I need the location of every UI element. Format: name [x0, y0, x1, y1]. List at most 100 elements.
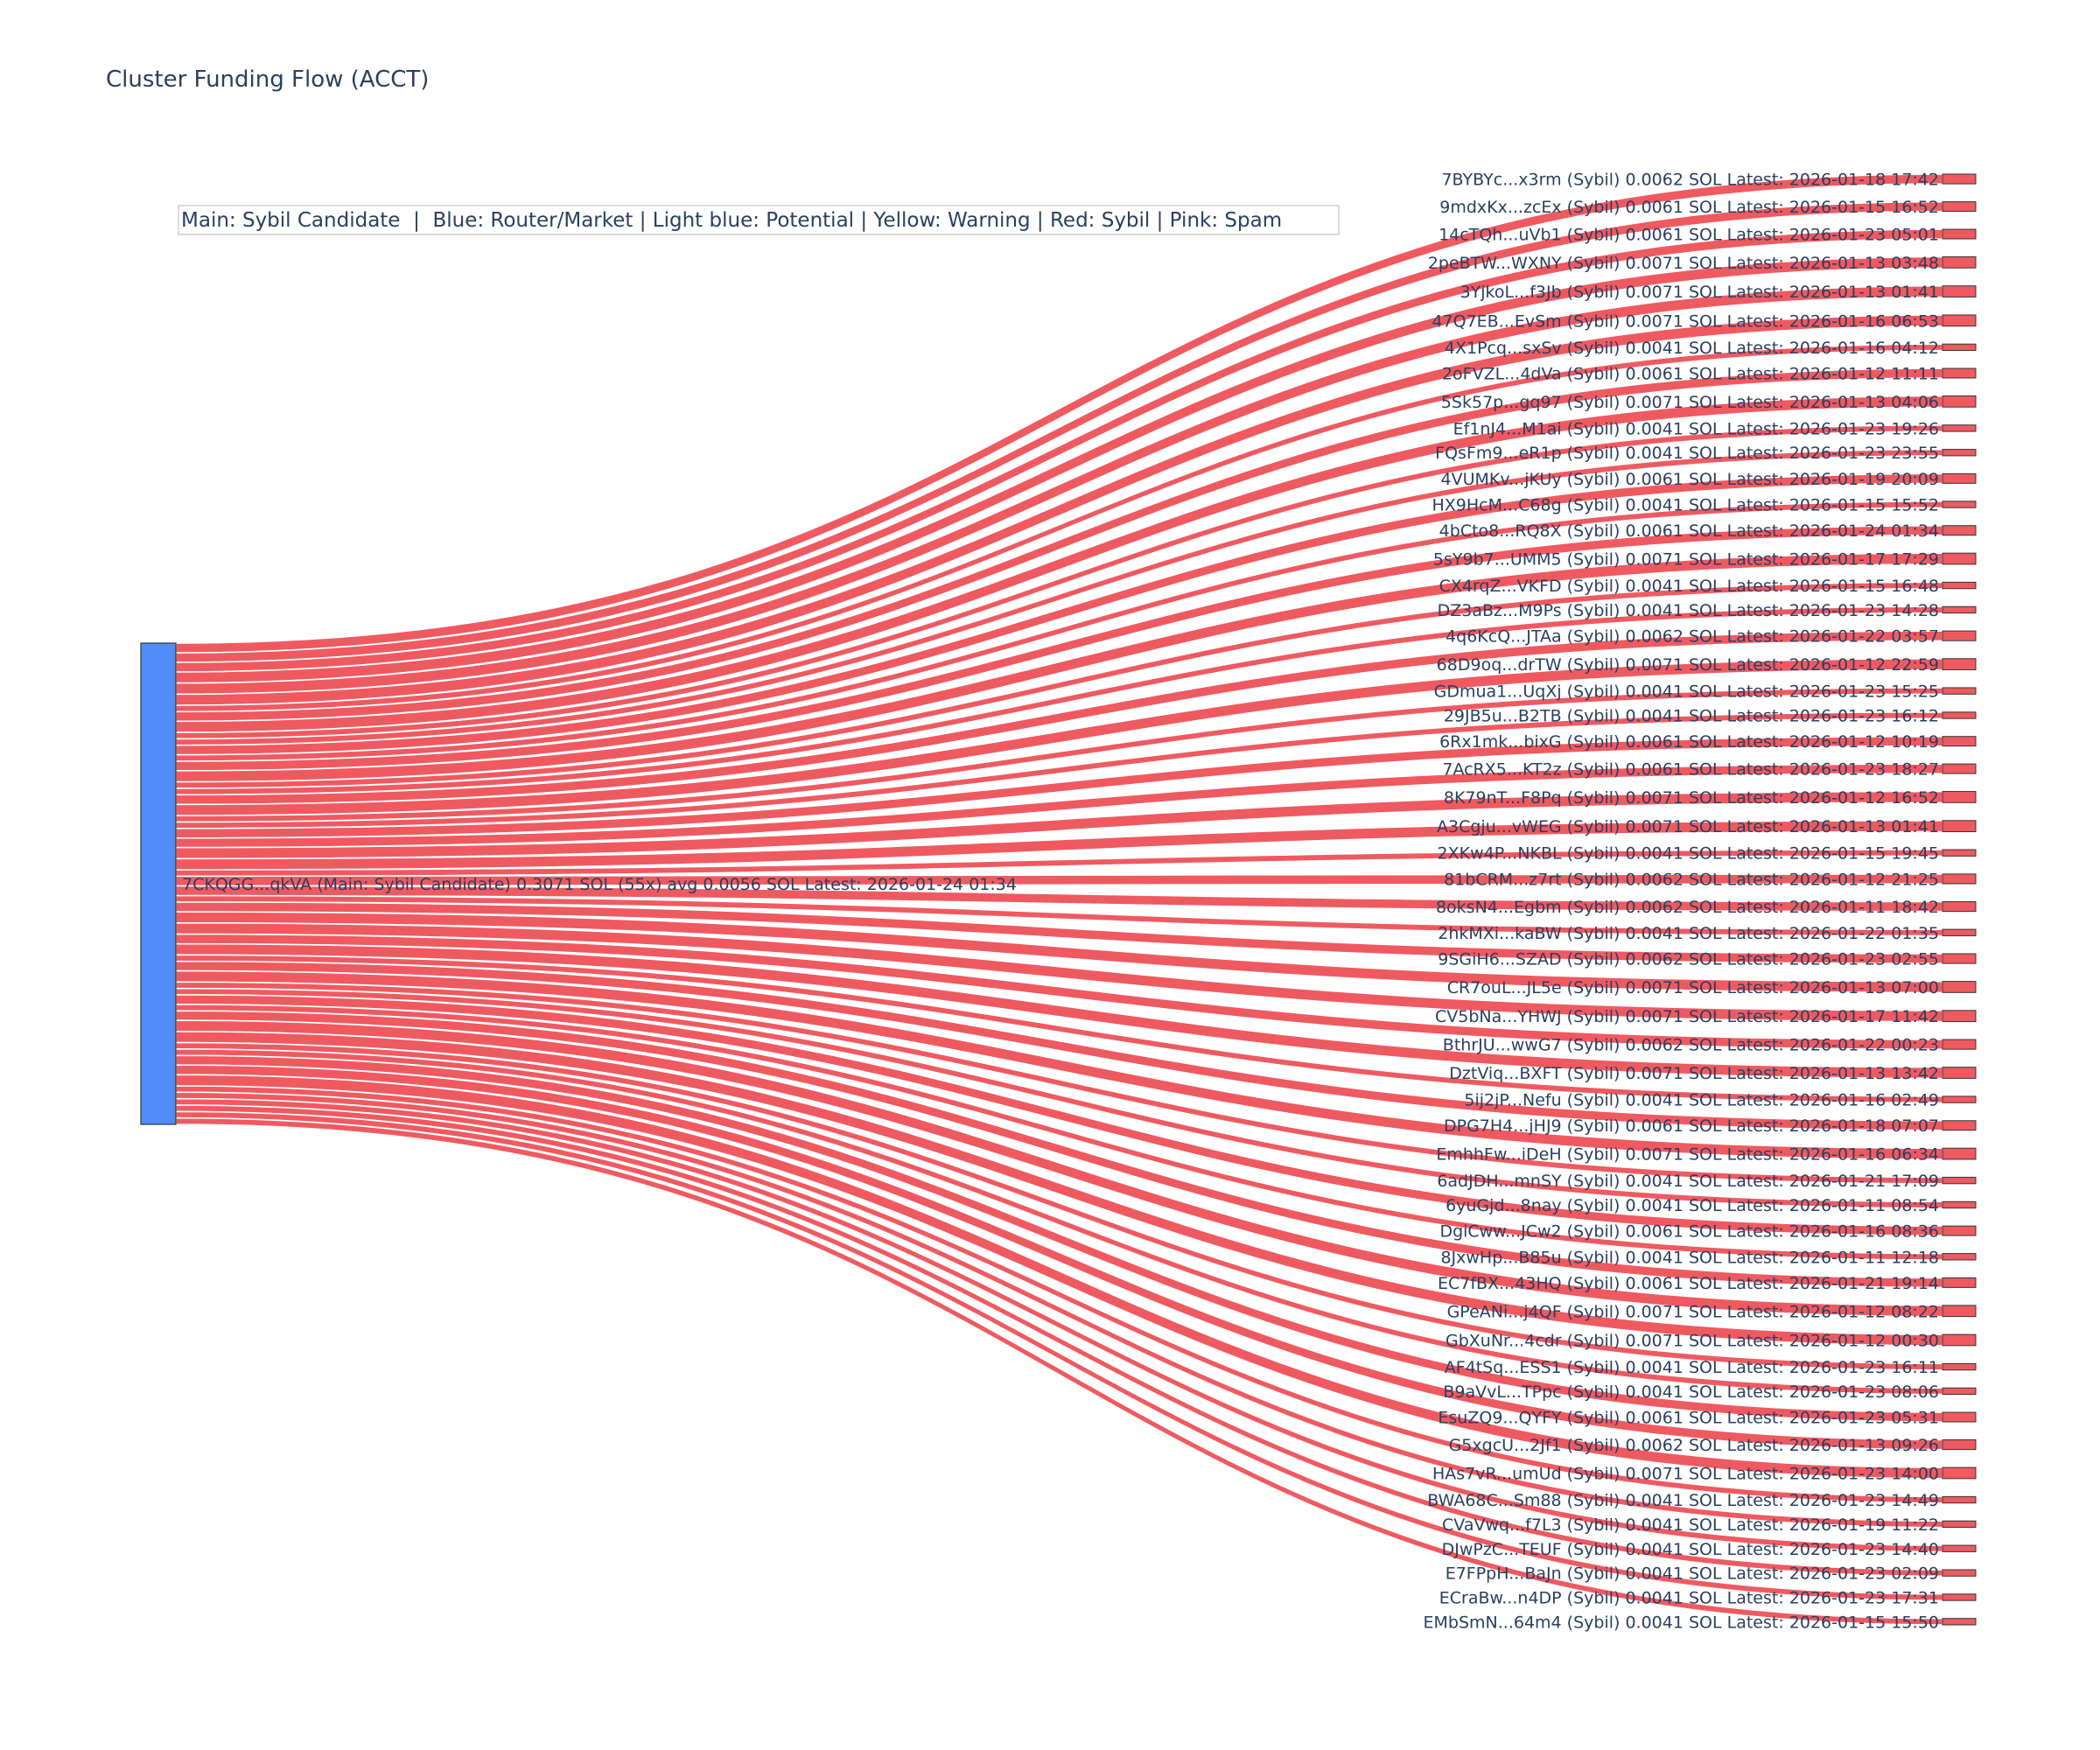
target-node[interactable] — [1942, 820, 1977, 833]
target-node-label: 4bCto8...RQ8X (Sybil) 0.0061 SOL Latest:… — [1439, 522, 1939, 541]
target-node[interactable] — [1942, 368, 1977, 379]
target-node[interactable] — [1942, 1305, 1977, 1318]
target-node[interactable] — [1942, 1593, 1977, 1601]
target-node[interactable] — [1942, 606, 1977, 614]
target-node[interactable] — [1942, 1147, 1977, 1160]
target-node-label: E7FPpH...BaJn (Sybil) 0.0041 SOL Latest:… — [1446, 1564, 1939, 1584]
target-node[interactable] — [1942, 711, 1977, 719]
target-node[interactable] — [1942, 552, 1977, 565]
target-node-label: DJwPzC...TEUF (Sybil) 0.0041 SOL Latest:… — [1442, 1540, 1939, 1559]
target-node[interactable] — [1942, 1387, 1977, 1396]
flow-labels: 7BYBYc...x3rm (Sybil) 0.0062 SOL Latest:… — [182, 171, 1939, 1633]
target-node-label: HAs7vR...umUd (Sybil) 0.0071 SOL Latest:… — [1432, 1464, 1939, 1483]
target-node[interactable] — [1942, 1439, 1977, 1451]
target-node[interactable] — [1942, 1362, 1977, 1371]
target-node[interactable] — [1942, 1096, 1977, 1103]
target-node[interactable] — [1942, 1495, 1977, 1504]
target-node[interactable] — [1942, 658, 1977, 670]
target-node-label: 4q6KcQ...JTAa (Sybil) 0.0062 SOL Latest:… — [1446, 627, 1939, 647]
target-node-label: 5sY9b7...UMM5 (Sybil) 0.0071 SOL Latest:… — [1433, 550, 1939, 570]
target-node-label: EmhhFw...iDeH (Sybil) 0.0071 SOL Latest:… — [1436, 1145, 1939, 1165]
target-node-label: HX9HcM...C68g (Sybil) 0.0041 SOL Latest:… — [1432, 496, 1940, 515]
target-node[interactable] — [1942, 1569, 1977, 1577]
target-node[interactable] — [1942, 1520, 1977, 1529]
target-node[interactable] — [1942, 1253, 1977, 1261]
flow-links — [175, 173, 1943, 1626]
target-node[interactable] — [1942, 901, 1977, 913]
target-node-label: EsuZQ9...QYFY (Sybil) 0.0061 SOL Latest:… — [1438, 1409, 1939, 1428]
target-node[interactable] — [1942, 981, 1977, 993]
target-node[interactable] — [1942, 1225, 1977, 1236]
target-node-label: 4X1Pcq...sxSv (Sybil) 0.0041 SOL Latest:… — [1445, 339, 1939, 358]
target-node-label: CX4rqZ...VKFD (Sybil) 0.0041 SOL Latest:… — [1439, 577, 1939, 596]
target-node[interactable] — [1942, 395, 1977, 408]
target-node-label: DztViq...BXFT (Sybil) 0.0071 SOL Latest:… — [1449, 1064, 1939, 1083]
source-node[interactable] — [140, 642, 177, 1125]
target-node[interactable] — [1942, 687, 1977, 695]
target-node-label: Ef1nJ4...M1ai (Sybil) 0.0041 SOL Latest:… — [1453, 419, 1939, 438]
target-node[interactable] — [1942, 630, 1977, 641]
target-node-label: 29JB5u...B2TB (Sybil) 0.0041 SOL Latest:… — [1444, 707, 1939, 726]
target-node[interactable] — [1942, 285, 1977, 298]
legend-note-text: Main: Sybil Candidate | Blue: Router/Mar… — [181, 209, 1282, 232]
target-node[interactable] — [1942, 1544, 1977, 1552]
target-node-label: G5xgcU...2Jf1 (Sybil) 0.0062 SOL Latest:… — [1449, 1436, 1939, 1455]
target-node-label: 14cTQh...uVb1 (Sybil) 0.0061 SOL Latest:… — [1438, 226, 1939, 245]
target-node-label: EC7fBX...43HQ (Sybil) 0.0061 SOL Latest:… — [1438, 1274, 1939, 1293]
target-node[interactable] — [1942, 1277, 1977, 1288]
target-node[interactable] — [1942, 343, 1977, 352]
target-node-label: DPG7H4...jHJ9 (Sybil) 0.0061 SOL Latest:… — [1444, 1116, 1939, 1136]
target-node[interactable] — [1942, 1411, 1977, 1423]
target-node[interactable] — [1942, 1200, 1977, 1209]
target-node-label: 2peBTW...WXNY (Sybil) 0.0071 SOL Latest:… — [1428, 254, 1939, 273]
legend-note-box — [178, 205, 1340, 235]
target-node[interactable] — [1942, 763, 1977, 774]
target-node-label: 7AcRX5...KT2z (Sybil) 0.0061 SOL Latest:… — [1442, 760, 1939, 780]
target-node-label: A3Cgju...vWEG (Sybil) 0.0071 SOL Latest:… — [1437, 817, 1939, 836]
target-node-label: CR7ouL...JL5e (Sybil) 0.0071 SOL Latest:… — [1447, 978, 1939, 998]
target-node[interactable] — [1942, 424, 1977, 432]
target-node-label: 8oksN4...Egbm (Sybil) 0.0062 SOL Latest:… — [1436, 898, 1939, 917]
target-node-label: 8JxwHp...B85u (Sybil) 0.0041 SOL Latest:… — [1440, 1248, 1939, 1267]
target-node[interactable] — [1942, 791, 1977, 803]
target-node[interactable] — [1942, 1120, 1977, 1131]
target-node[interactable] — [1942, 201, 1977, 213]
target-node[interactable] — [1942, 256, 1977, 269]
target-node-label: BthrJU...wwG7 (Sybil) 0.0062 SOL Latest:… — [1443, 1036, 1939, 1055]
target-node-label: GbXuNr...4cdr (Sybil) 0.0071 SOL Latest:… — [1446, 1331, 1939, 1350]
target-node[interactable] — [1942, 1176, 1977, 1185]
source-node-label: 7CKQGG...qkVA (Main: Sybil Candidate) 0.… — [182, 875, 1017, 894]
target-node-label: 81bCRM...z7rt (Sybil) 0.0062 SOL Latest:… — [1444, 870, 1939, 889]
target-node-label: AF4tSq...ESS1 (Sybil) 0.0041 SOL Latest:… — [1445, 1358, 1939, 1377]
target-node[interactable] — [1942, 1010, 1977, 1023]
flow-nodes — [140, 173, 1977, 1626]
target-node-label: 47Q7EB...EvSm (Sybil) 0.0071 SOL Latest:… — [1432, 312, 1939, 331]
target-node[interactable] — [1942, 849, 1977, 857]
target-node[interactable] — [1942, 953, 1977, 964]
target-node-label: 3YjkoL...f3Jb (Sybil) 0.0071 SOL Latest:… — [1460, 283, 1939, 302]
target-node[interactable] — [1942, 1067, 1977, 1079]
target-node[interactable] — [1942, 525, 1977, 536]
target-node[interactable] — [1942, 928, 1977, 936]
target-node-label: DgiCww...JCw2 (Sybil) 0.0061 SOL Latest:… — [1439, 1222, 1939, 1242]
target-node[interactable] — [1942, 1466, 1977, 1480]
target-node[interactable] — [1942, 1334, 1977, 1347]
target-node[interactable] — [1942, 314, 1977, 327]
target-node-label: B9aVvL...TPpc (Sybil) 0.0041 SOL Latest:… — [1443, 1382, 1939, 1402]
target-node[interactable] — [1942, 472, 1977, 484]
target-node[interactable] — [1942, 1618, 1977, 1626]
target-node[interactable] — [1942, 173, 1977, 185]
target-node[interactable] — [1942, 500, 1977, 508]
target-node[interactable] — [1942, 736, 1977, 747]
target-node-label: FQsFm9...eR1p (Sybil) 0.0041 SOL Latest:… — [1435, 444, 1939, 463]
target-node-label: GDmua1...UqXj (Sybil) 0.0041 SOL Latest:… — [1434, 682, 1939, 702]
target-node[interactable] — [1942, 1039, 1977, 1050]
target-node-label: 2hkMXi...kaBW (Sybil) 0.0041 SOL Latest:… — [1438, 924, 1939, 943]
target-node-label: 4VUMKv...jKUy (Sybil) 0.0061 SOL Latest:… — [1441, 470, 1939, 489]
target-node[interactable] — [1942, 228, 1977, 240]
target-node[interactable] — [1942, 873, 1977, 885]
target-node[interactable] — [1942, 581, 1977, 590]
target-node[interactable] — [1942, 449, 1977, 457]
target-node-label: 68D9oq...drTW (Sybil) 0.0071 SOL Latest:… — [1437, 655, 1939, 675]
